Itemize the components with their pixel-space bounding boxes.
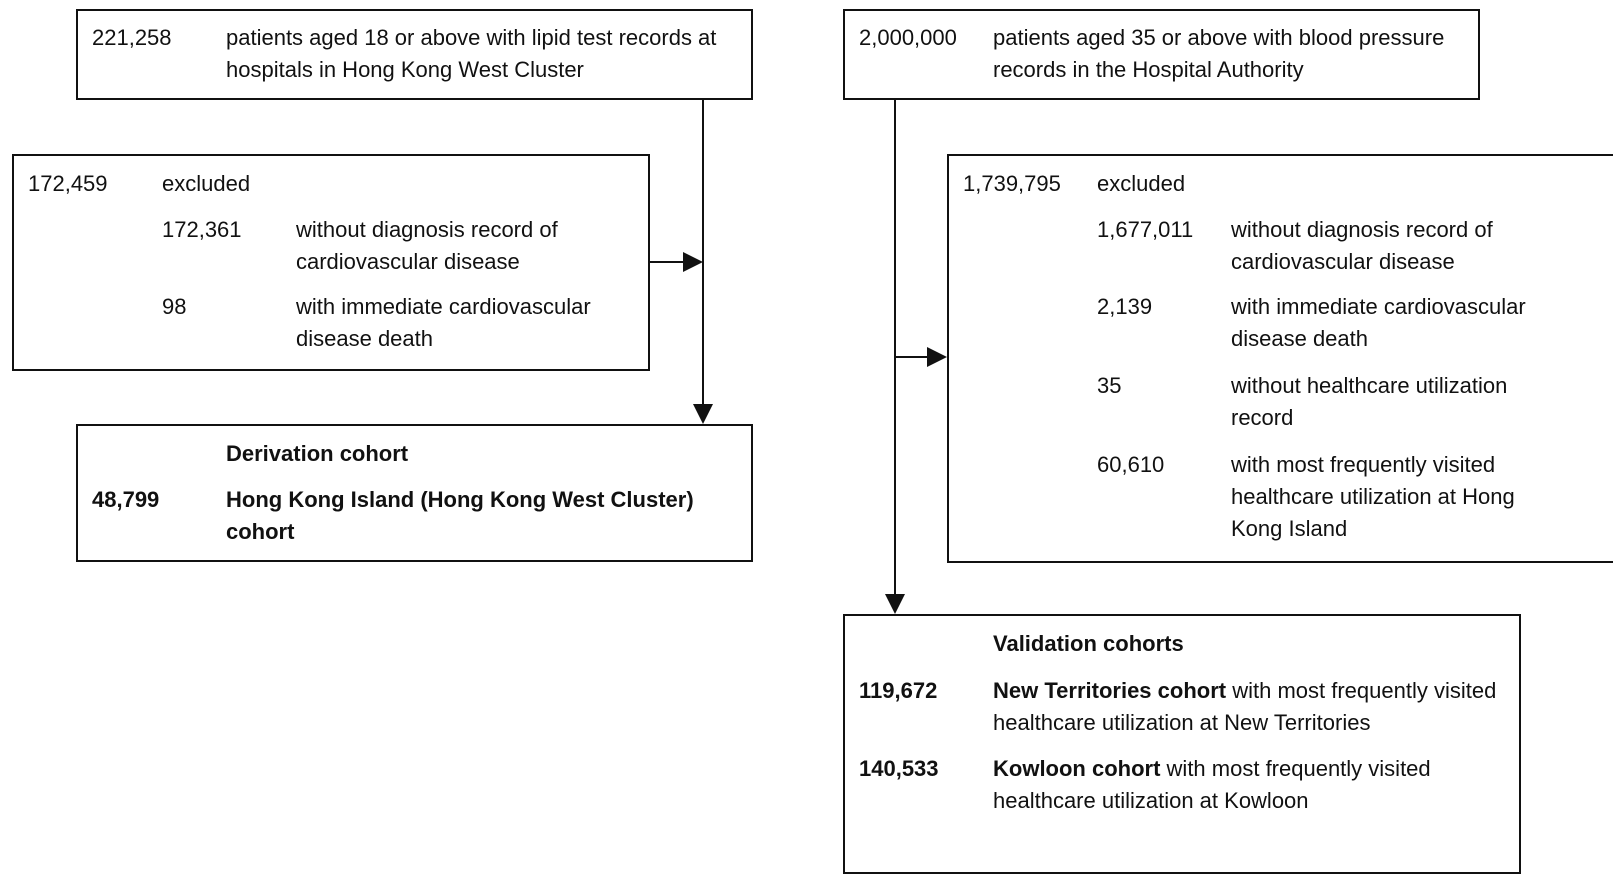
text: without healthcare utilization record — [1231, 373, 1508, 430]
connectors — [649, 99, 947, 614]
name: New Territories cohort — [993, 678, 1227, 703]
cohort-text: Kowloon cohort with most frequently visi… — [993, 753, 1503, 817]
label: excluded — [162, 171, 251, 196]
text: with most frequently visited healthcare … — [993, 678, 1497, 735]
count: 221,258 — [92, 25, 172, 50]
count: 48,799 — [92, 487, 160, 512]
count: 2,139 — [1097, 294, 1153, 319]
count: 172,361 — [162, 217, 242, 242]
count: 98 — [162, 294, 187, 319]
cohort-text: New Territories cohort with most frequen… — [993, 675, 1513, 739]
text: with immediate cardiovascular disease de… — [296, 294, 591, 351]
count: 1,677,011 — [1097, 217, 1194, 242]
source-box — [843, 9, 1480, 100]
text: patients aged 18 or above with lipid tes… — [226, 25, 717, 82]
count: 35 — [1097, 373, 1122, 398]
text: with most frequently visited healthcare … — [993, 756, 1431, 813]
heading: Derivation cohort — [226, 441, 409, 466]
count: 60,610 — [1097, 452, 1165, 477]
source-box — [76, 9, 753, 100]
count: 119,672 — [859, 678, 938, 703]
cohort-box — [76, 424, 753, 562]
text: patients aged 35 or above with blood pre… — [993, 25, 1445, 82]
text: without diagnosis record of cardiovascul… — [296, 217, 558, 274]
text: with most frequently visited healthcare … — [1231, 452, 1515, 541]
count: 1,739,795 — [963, 171, 1061, 196]
count: 140,533 — [859, 756, 939, 781]
label: excluded — [1097, 171, 1186, 196]
excluded-box — [947, 154, 1613, 563]
text: Hong Kong Island (Hong Kong West Cluster… — [226, 487, 694, 544]
text: with immediate cardiovascular disease de… — [1231, 294, 1526, 351]
count: 172,459 — [28, 171, 108, 196]
count: 2,000,000 — [859, 25, 957, 50]
heading: Validation cohorts — [993, 631, 1184, 656]
excluded-box — [12, 154, 650, 371]
page: 221,258 patients aged 18 or above with l… — [12, 9, 1613, 874]
name: Kowloon cohort — [993, 756, 1161, 781]
text: without diagnosis record of cardiovascul… — [1231, 217, 1493, 274]
